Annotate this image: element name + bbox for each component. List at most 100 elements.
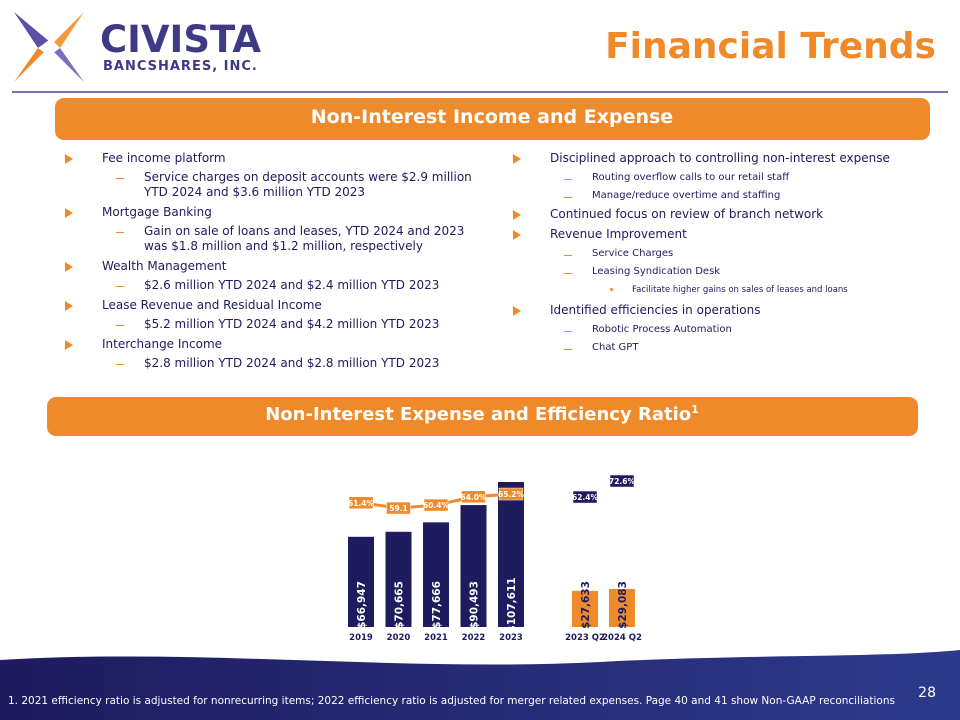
bullet-marker bbox=[65, 262, 73, 272]
right-column: Disciplined approach to controlling non-… bbox=[513, 151, 923, 359]
bullet-marker bbox=[564, 331, 572, 332]
bar-label: $107,611 bbox=[506, 577, 518, 632]
bullet-marker bbox=[116, 325, 124, 326]
bullet-item: $5.2 million YTD 2024 and $4.2 million Y… bbox=[102, 317, 485, 332]
point-label: 60.4% bbox=[423, 501, 450, 510]
bullet-marker bbox=[564, 273, 572, 274]
bullet-item: Facilitate higher gains on sales of leas… bbox=[592, 283, 923, 298]
banner bbox=[47, 397, 918, 436]
bar bbox=[423, 522, 449, 627]
footnote: 1. 2021 efficiency ratio is adjusted for… bbox=[8, 695, 895, 707]
bullet-item: Routing overflow calls to our retail sta… bbox=[550, 171, 923, 184]
bullet-item: Disciplined approach to controlling non-… bbox=[513, 151, 923, 202]
bullet-item: Wealth Management $2.6 million YTD 2024 a… bbox=[65, 259, 485, 293]
x-tick-label: 2023 bbox=[499, 633, 523, 643]
bullet-marker bbox=[116, 178, 124, 179]
bullet-text: Disciplined approach to controlling non-… bbox=[550, 151, 890, 165]
bullet-item: Continued focus on review of branch netw… bbox=[513, 207, 923, 222]
banner bbox=[55, 98, 930, 140]
bullet-text: Gain on sale of loans and leases, YTD 20… bbox=[144, 224, 465, 253]
bullet-item: Chat GPT bbox=[550, 341, 923, 354]
bullet-item: Gain on sale of loans and leases, YTD 20… bbox=[102, 224, 485, 254]
bar bbox=[572, 590, 598, 627]
footnote-ref: 1 bbox=[691, 403, 699, 416]
bullet-text: $5.2 million YTD 2024 and $4.2 million Y… bbox=[144, 317, 440, 331]
logo-sub: BANCSHARES, INC. bbox=[103, 59, 258, 74]
x-tick-label: 2022 bbox=[462, 633, 486, 643]
bullet-marker bbox=[564, 349, 572, 350]
x-tick-label: 2019 bbox=[349, 633, 373, 643]
x-tick-label: 2020 bbox=[387, 633, 411, 643]
bar bbox=[498, 482, 524, 627]
bullet-marker bbox=[65, 154, 73, 164]
bullet-text: Lease Revenue and Residual Income bbox=[102, 298, 322, 312]
page-number: 28 bbox=[918, 685, 936, 701]
bullet-text: Identified efficiencies in operations bbox=[550, 303, 761, 317]
logo-name: CIVISTA bbox=[100, 18, 261, 61]
bar-label: $66,947 bbox=[356, 581, 368, 629]
bullet-text: $2.6 million YTD 2024 and $2.4 million Y… bbox=[144, 278, 440, 292]
bullet-item: Lease Revenue and Residual Income $5.2 mi… bbox=[65, 298, 485, 332]
x-tick-label: 2023 Q2 bbox=[565, 633, 605, 643]
point-label-box bbox=[461, 490, 486, 504]
bullet-item: $2.6 million YTD 2024 and $2.4 million Y… bbox=[102, 278, 485, 293]
point-label: 72.6% bbox=[609, 477, 636, 486]
bullet-marker bbox=[513, 154, 521, 164]
bullet-text: Leasing Syndication Desk bbox=[592, 266, 721, 277]
bullet-text: Revenue Improvement bbox=[550, 227, 687, 241]
bullet-text: Manage/reduce overtime and staffing bbox=[592, 190, 781, 201]
bullet-text: Service charges on deposit accounts were… bbox=[144, 170, 472, 199]
bullet-text: Chat GPT bbox=[592, 342, 639, 353]
bar bbox=[385, 531, 412, 627]
bullet-item: Identified efficiencies in operations Rob… bbox=[513, 303, 923, 354]
bullet-item: Fee income platform Service charges on de… bbox=[65, 151, 485, 200]
bullet-item: Service charges on deposit accounts were… bbox=[102, 170, 485, 200]
bullet-text: Mortgage Banking bbox=[102, 205, 212, 219]
point-label: 65.2% bbox=[498, 490, 525, 499]
bullet-text: Interchange Income bbox=[102, 337, 223, 351]
point-label-box bbox=[498, 487, 524, 501]
point-label-box bbox=[423, 498, 449, 512]
point-label: 59.1 bbox=[389, 504, 408, 513]
bullet-marker bbox=[513, 230, 521, 240]
bullet-marker bbox=[116, 364, 124, 365]
bar-label: $29,083 bbox=[617, 581, 629, 629]
bullet-marker bbox=[116, 232, 124, 233]
bar-label: $90,493 bbox=[469, 581, 481, 629]
bullet-marker bbox=[564, 255, 572, 256]
bullet-item: $2.8 million YTD 2024 and $2.8 million Y… bbox=[102, 356, 485, 371]
left-column: Fee income platform Service charges on de… bbox=[65, 151, 485, 376]
charts: 2019 2020 2021 2022 2023 $66,947 $70,665 $77,66… bbox=[348, 474, 642, 643]
bar-label: $77,666 bbox=[431, 581, 443, 629]
banner-title: Non-Interest Income and Expense bbox=[311, 106, 673, 128]
bullet-text: Continued focus on review of branch netw… bbox=[550, 207, 824, 221]
bullet-text: Facilitate higher gains on sales of leas… bbox=[632, 285, 848, 295]
logo-mark bbox=[14, 12, 84, 82]
point-label-box bbox=[572, 490, 598, 504]
bullet-item: Robotic Process Automation bbox=[550, 323, 923, 336]
bullet-marker bbox=[610, 288, 613, 291]
bullet-item: Leasing Syndication Desk Facilitate highe… bbox=[550, 265, 923, 298]
bullet-text: Routing overflow calls to our retail sta… bbox=[592, 172, 790, 183]
bullet-marker bbox=[116, 286, 124, 287]
bar-label: $70,665 bbox=[394, 581, 406, 629]
point-label-box bbox=[386, 501, 411, 515]
bullet-text: Robotic Process Automation bbox=[592, 324, 732, 335]
page-title: Financial Trends bbox=[605, 26, 936, 67]
point-label-box bbox=[348, 496, 374, 510]
bullet-marker bbox=[564, 179, 572, 180]
banner-title: Non-Interest Expense and Efficiency Rati… bbox=[265, 403, 699, 425]
bullet-item: Mortgage Banking Gain on sale of loans an… bbox=[65, 205, 485, 254]
bullet-item: Interchange Income $2.8 million YTD 2024 … bbox=[65, 337, 485, 371]
bullet-marker bbox=[65, 208, 73, 218]
bar bbox=[609, 589, 635, 627]
bullet-text: Fee income platform bbox=[102, 151, 226, 165]
bullet-marker bbox=[513, 210, 521, 220]
footer-band bbox=[0, 650, 960, 720]
point-label: 61.4% bbox=[348, 499, 375, 508]
point-label: 62.4% bbox=[572, 493, 599, 502]
bullet-marker bbox=[65, 301, 73, 311]
bar-label: $27,633 bbox=[580, 581, 592, 629]
